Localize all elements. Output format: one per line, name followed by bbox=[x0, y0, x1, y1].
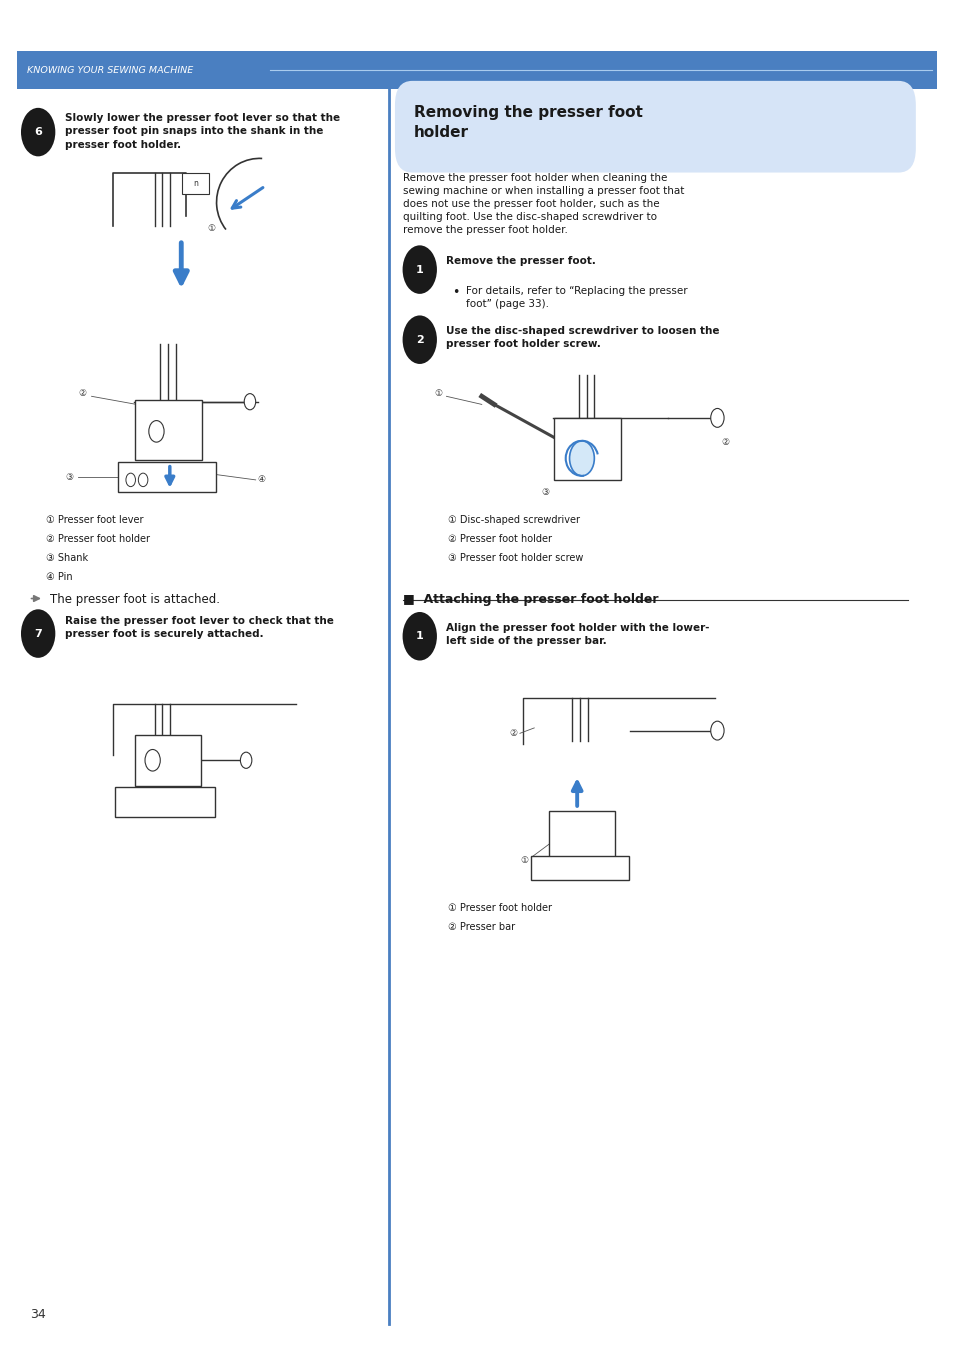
Text: ① Presser foot holder: ① Presser foot holder bbox=[448, 903, 552, 913]
Text: Slowly lower the presser foot lever so that the
presser foot pin snaps into the : Slowly lower the presser foot lever so t… bbox=[65, 113, 339, 150]
Text: ③ Presser foot holder screw: ③ Presser foot holder screw bbox=[448, 553, 583, 562]
Text: ③: ③ bbox=[65, 473, 73, 481]
Text: The presser foot is attached.: The presser foot is attached. bbox=[50, 593, 219, 607]
Text: ② Presser foot holder: ② Presser foot holder bbox=[448, 534, 552, 543]
Text: ②: ② bbox=[78, 390, 87, 398]
Circle shape bbox=[402, 315, 436, 364]
FancyBboxPatch shape bbox=[554, 418, 620, 480]
FancyBboxPatch shape bbox=[531, 856, 628, 880]
Bar bbox=[17, 51, 936, 89]
Text: ③ Shank: ③ Shank bbox=[46, 553, 88, 562]
Circle shape bbox=[21, 108, 55, 156]
Text: ① Disc-shaped screwdriver: ① Disc-shaped screwdriver bbox=[448, 515, 579, 524]
Text: 1: 1 bbox=[416, 264, 423, 275]
Circle shape bbox=[240, 752, 252, 768]
FancyBboxPatch shape bbox=[134, 735, 201, 786]
Circle shape bbox=[402, 612, 436, 661]
Text: For details, refer to “Replacing the presser
foot” (page 33).: For details, refer to “Replacing the pre… bbox=[465, 286, 686, 309]
Circle shape bbox=[710, 721, 723, 740]
Text: ①: ① bbox=[208, 224, 215, 233]
Circle shape bbox=[145, 749, 160, 771]
Text: •: • bbox=[452, 286, 459, 299]
Text: ①: ① bbox=[519, 856, 528, 864]
Text: Use the disc-shaped screwdriver to loosen the
presser foot holder screw.: Use the disc-shaped screwdriver to loose… bbox=[446, 326, 720, 349]
Circle shape bbox=[149, 421, 164, 442]
Text: 7: 7 bbox=[34, 628, 42, 639]
FancyBboxPatch shape bbox=[548, 811, 615, 857]
Circle shape bbox=[402, 245, 436, 294]
Text: Raise the presser foot lever to check that the
presser foot is securely attached: Raise the presser foot lever to check th… bbox=[65, 616, 334, 639]
Text: ④: ④ bbox=[257, 476, 266, 484]
Text: Remove the presser foot holder when cleaning the
sewing machine or when installi: Remove the presser foot holder when clea… bbox=[402, 173, 683, 236]
FancyBboxPatch shape bbox=[118, 462, 215, 492]
Bar bbox=[0, 0, 953, 54]
Circle shape bbox=[21, 609, 55, 658]
FancyBboxPatch shape bbox=[182, 173, 209, 194]
Text: 2: 2 bbox=[416, 334, 423, 345]
Text: ①: ① bbox=[434, 390, 442, 398]
FancyBboxPatch shape bbox=[135, 400, 202, 460]
Text: KNOWING YOUR SEWING MACHINE: KNOWING YOUR SEWING MACHINE bbox=[27, 66, 193, 74]
Circle shape bbox=[710, 408, 723, 427]
Text: n: n bbox=[193, 179, 198, 187]
Text: 6: 6 bbox=[34, 127, 42, 137]
Text: Removing the presser foot
holder: Removing the presser foot holder bbox=[414, 105, 642, 140]
Text: 1: 1 bbox=[416, 631, 423, 642]
Text: 34: 34 bbox=[30, 1308, 47, 1321]
Text: ②: ② bbox=[508, 729, 517, 737]
Circle shape bbox=[138, 473, 148, 487]
Text: ④ Pin: ④ Pin bbox=[46, 572, 72, 581]
FancyBboxPatch shape bbox=[115, 787, 214, 817]
Text: ③: ③ bbox=[541, 488, 549, 497]
Text: ②: ② bbox=[720, 438, 729, 446]
Text: ② Presser bar: ② Presser bar bbox=[448, 922, 515, 931]
Text: Remove the presser foot.: Remove the presser foot. bbox=[446, 256, 596, 266]
FancyBboxPatch shape bbox=[861, 85, 908, 168]
Circle shape bbox=[569, 441, 594, 476]
Text: ■  Attaching the presser foot holder: ■ Attaching the presser foot holder bbox=[402, 593, 658, 607]
FancyBboxPatch shape bbox=[395, 81, 915, 173]
Circle shape bbox=[126, 473, 135, 487]
Circle shape bbox=[244, 394, 255, 410]
Text: ① Presser foot lever: ① Presser foot lever bbox=[46, 515, 143, 524]
Text: Align the presser foot holder with the lower-
left side of the presser bar.: Align the presser foot holder with the l… bbox=[446, 623, 709, 646]
Text: ② Presser foot holder: ② Presser foot holder bbox=[46, 534, 150, 543]
